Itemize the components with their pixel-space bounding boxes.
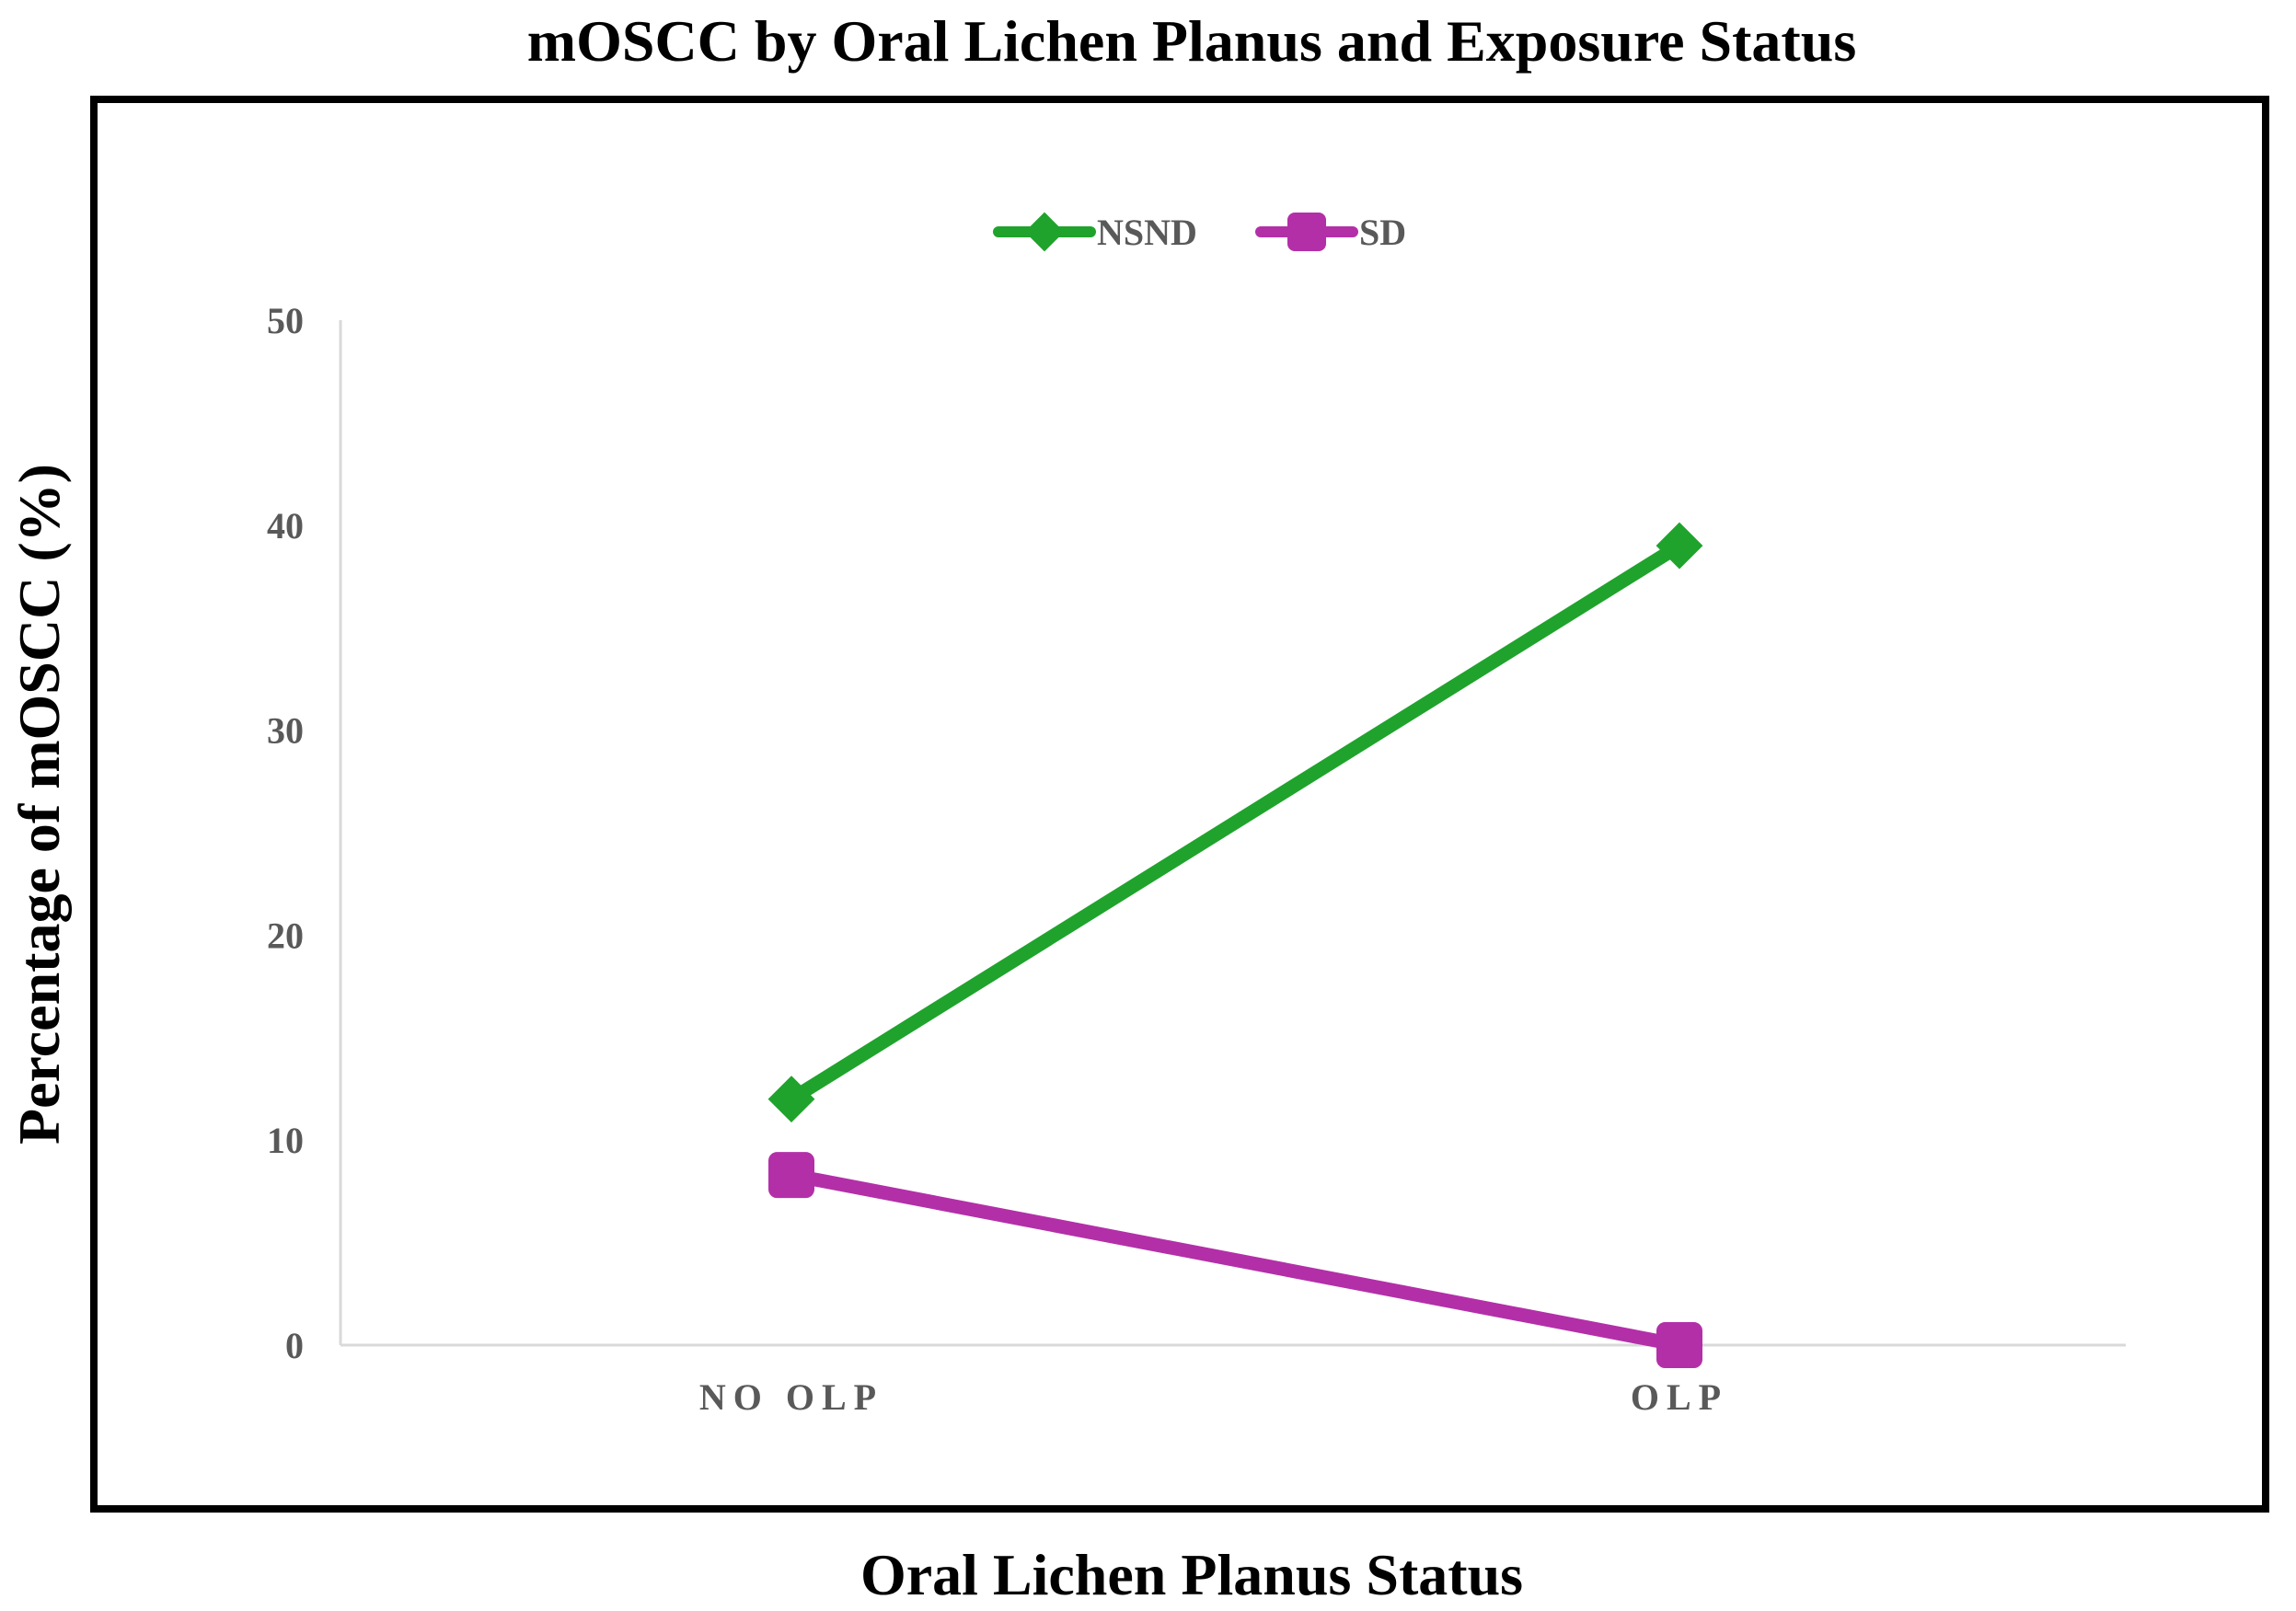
series-sd xyxy=(768,1152,1702,1368)
data-point xyxy=(768,1152,814,1199)
data-point xyxy=(767,1076,815,1123)
series-line xyxy=(784,538,1687,1107)
y-axis-title: Percentage of mOSCC (%) xyxy=(6,464,72,1145)
legend-swatch-marker xyxy=(1287,213,1326,251)
series-line xyxy=(784,1168,1687,1352)
legend-swatch-marker xyxy=(1024,212,1065,252)
legend-label: SD xyxy=(1359,212,1406,253)
data-point xyxy=(1656,1322,1702,1368)
y-tick-label: 30 xyxy=(267,710,304,752)
legend: NSND SD xyxy=(993,212,1406,253)
legend-item-nsnd: NSND xyxy=(993,212,1197,253)
y-tick-label: 50 xyxy=(267,300,304,341)
plot-frame xyxy=(90,96,2269,1513)
x-tick-label: NO OLP xyxy=(699,1376,883,1418)
chart-title: mOSCC by Oral Lichen Planus and Exposure… xyxy=(527,8,1856,74)
legend-label: NSND xyxy=(1097,212,1197,253)
y-tick-label: 20 xyxy=(267,915,304,956)
y-tick-labels: 0 10 20 30 40 50 xyxy=(267,300,304,1366)
y-tick-label: 40 xyxy=(267,505,304,547)
data-point xyxy=(1656,522,1703,570)
legend-item-sd: SD xyxy=(1255,212,1406,253)
y-tick-label: 10 xyxy=(267,1120,304,1161)
y-tick-label: 0 xyxy=(285,1325,304,1366)
x-tick-label: OLP xyxy=(1631,1376,1728,1418)
x-tick-labels: NO OLP OLP xyxy=(699,1376,1728,1418)
x-axis-title: Oral Lichen Planus Status xyxy=(860,1542,1523,1607)
series-nsnd xyxy=(767,522,1703,1123)
series-layer xyxy=(767,522,1703,1368)
